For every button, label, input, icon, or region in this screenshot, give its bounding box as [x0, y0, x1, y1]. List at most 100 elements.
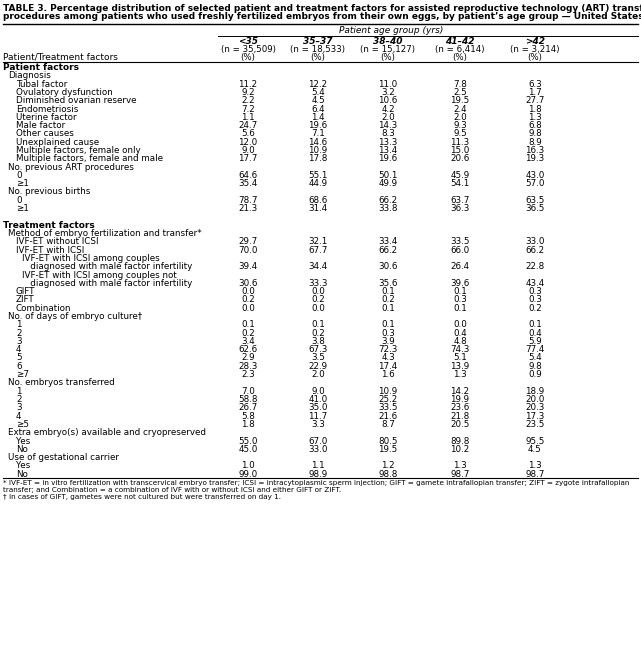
Text: 5.6: 5.6: [241, 130, 255, 139]
Text: 3: 3: [16, 404, 22, 412]
Text: 36.5: 36.5: [526, 204, 545, 213]
Text: (n = 6,414): (n = 6,414): [435, 45, 485, 54]
Text: ≥7: ≥7: [16, 370, 29, 379]
Text: 0.0: 0.0: [241, 287, 255, 296]
Text: 0.4: 0.4: [528, 329, 542, 338]
Text: ZIFT: ZIFT: [16, 296, 35, 305]
Text: IVF-ET with ICSI: IVF-ET with ICSI: [16, 245, 84, 255]
Text: 57.0: 57.0: [525, 179, 545, 188]
Text: 55.0: 55.0: [238, 437, 258, 445]
Text: 35–37: 35–37: [303, 37, 333, 46]
Text: 2: 2: [16, 395, 22, 404]
Text: 35.4: 35.4: [238, 179, 258, 188]
Text: 67.7: 67.7: [308, 245, 328, 255]
Text: 66.2: 66.2: [378, 245, 397, 255]
Text: 27.7: 27.7: [526, 96, 545, 105]
Text: 3.8: 3.8: [311, 337, 325, 346]
Text: 9.8: 9.8: [528, 362, 542, 371]
Text: 19.6: 19.6: [378, 154, 397, 163]
Text: 1.1: 1.1: [311, 462, 325, 471]
Text: 78.7: 78.7: [238, 196, 258, 205]
Text: 95.5: 95.5: [526, 437, 545, 445]
Text: Patient/Treatment factors: Patient/Treatment factors: [3, 53, 118, 62]
Text: 0.1: 0.1: [381, 304, 395, 312]
Text: (n = 35,509): (n = 35,509): [221, 45, 276, 54]
Text: 9.3: 9.3: [453, 121, 467, 130]
Text: 99.0: 99.0: [238, 470, 258, 478]
Text: 45.0: 45.0: [238, 445, 258, 454]
Text: 55.1: 55.1: [308, 171, 328, 180]
Text: 45.9: 45.9: [451, 171, 470, 180]
Text: 2.0: 2.0: [381, 113, 395, 122]
Text: 70.0: 70.0: [238, 245, 258, 255]
Text: 39.4: 39.4: [238, 262, 258, 271]
Text: 4.5: 4.5: [528, 445, 542, 454]
Text: 1.6: 1.6: [381, 370, 395, 379]
Text: 0.9: 0.9: [528, 370, 542, 379]
Text: 7.2: 7.2: [241, 105, 255, 113]
Text: Use of gestational carrier: Use of gestational carrier: [8, 453, 119, 462]
Text: 24.7: 24.7: [238, 121, 258, 130]
Text: 1.4: 1.4: [311, 113, 325, 122]
Text: 20.0: 20.0: [526, 395, 545, 404]
Text: Patient age group (yrs): Patient age group (yrs): [339, 26, 444, 35]
Text: 21.3: 21.3: [238, 204, 258, 213]
Text: 0.2: 0.2: [311, 329, 325, 338]
Text: 50.1: 50.1: [378, 171, 397, 180]
Text: 20.6: 20.6: [451, 154, 470, 163]
Text: 17.7: 17.7: [238, 154, 258, 163]
Text: 10.6: 10.6: [378, 96, 397, 105]
Text: 11.2: 11.2: [238, 79, 258, 89]
Text: TABLE 3. Percentage distribution of selected patient and treatment factors for a: TABLE 3. Percentage distribution of sele…: [3, 4, 641, 13]
Text: (n = 18,533): (n = 18,533): [290, 45, 345, 54]
Text: Endometriosis: Endometriosis: [16, 105, 78, 113]
Text: 0.2: 0.2: [528, 304, 542, 312]
Text: 20.5: 20.5: [451, 420, 470, 429]
Text: 33.5: 33.5: [378, 404, 398, 412]
Text: 10.9: 10.9: [378, 387, 397, 396]
Text: 1.3: 1.3: [453, 370, 467, 379]
Text: 14.2: 14.2: [451, 387, 470, 396]
Text: IVF-ET with ICSI among couples: IVF-ET with ICSI among couples: [22, 254, 160, 263]
Text: 5.4: 5.4: [528, 353, 542, 363]
Text: 6.4: 6.4: [311, 105, 325, 113]
Text: 64.6: 64.6: [238, 171, 258, 180]
Text: 0.2: 0.2: [241, 329, 255, 338]
Text: 2: 2: [16, 329, 22, 338]
Text: 43.0: 43.0: [526, 171, 545, 180]
Text: 21.6: 21.6: [378, 411, 397, 421]
Text: 0.0: 0.0: [311, 287, 325, 296]
Text: Other causes: Other causes: [16, 130, 74, 139]
Text: 25.2: 25.2: [378, 395, 397, 404]
Text: 66.2: 66.2: [526, 245, 545, 255]
Text: 23.5: 23.5: [526, 420, 545, 429]
Text: 33.3: 33.3: [308, 279, 328, 288]
Text: 80.5: 80.5: [378, 437, 398, 445]
Text: 4.8: 4.8: [453, 337, 467, 346]
Text: 19.9: 19.9: [451, 395, 470, 404]
Text: 22.8: 22.8: [526, 262, 545, 271]
Text: 5.4: 5.4: [311, 88, 325, 97]
Text: 66.0: 66.0: [451, 245, 470, 255]
Text: IVF-ET with ICSI among couples not: IVF-ET with ICSI among couples not: [22, 271, 177, 279]
Text: 7.1: 7.1: [311, 130, 325, 139]
Text: 0.0: 0.0: [311, 304, 325, 312]
Text: 77.4: 77.4: [526, 345, 545, 354]
Text: 7.0: 7.0: [241, 387, 255, 396]
Text: 9.0: 9.0: [311, 387, 325, 396]
Text: 0.1: 0.1: [381, 320, 395, 329]
Text: Yes: Yes: [16, 462, 30, 471]
Text: 63.5: 63.5: [526, 196, 545, 205]
Text: 14.6: 14.6: [308, 138, 328, 146]
Text: 49.9: 49.9: [378, 179, 397, 188]
Text: 21.8: 21.8: [451, 411, 470, 421]
Text: Method of embryo fertilization and transfer*: Method of embryo fertilization and trans…: [8, 229, 202, 238]
Text: 6: 6: [16, 362, 22, 371]
Text: 11.3: 11.3: [451, 138, 470, 146]
Text: 33.4: 33.4: [378, 238, 397, 246]
Text: 0.0: 0.0: [241, 304, 255, 312]
Text: Extra embryo(s) available and cryopreserved: Extra embryo(s) available and cryopreser…: [8, 428, 206, 437]
Text: 26.7: 26.7: [238, 404, 258, 412]
Text: No. previous ART procedures: No. previous ART procedures: [8, 163, 134, 172]
Text: 98.8: 98.8: [378, 470, 397, 478]
